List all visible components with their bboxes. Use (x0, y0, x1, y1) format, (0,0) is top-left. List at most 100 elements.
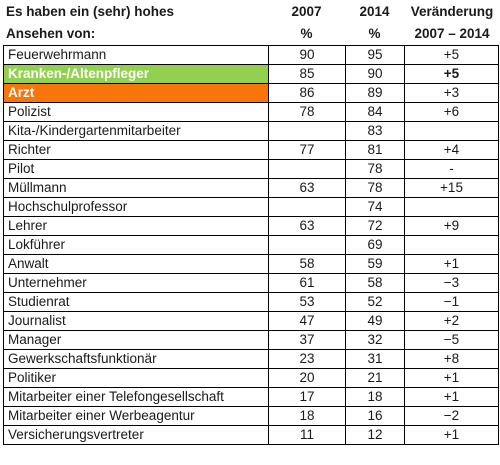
profession-cell: Kranken-/Altenpfleger (3, 64, 269, 84)
change-cell: −2 (404, 406, 499, 426)
table-row-highlighted-green: Kranken-/Altenpfleger 85 90 +5 (3, 64, 499, 84)
profession-cell: Manager (3, 330, 269, 350)
table-row-highlighted-orange: Arzt 86 89 +3 (3, 83, 499, 103)
table-row: Kita-/Kindergartenmitarbeiter 83 (3, 121, 499, 141)
header-change: Veränderung (410, 3, 494, 19)
change-cell: +15 (404, 178, 499, 198)
value-2007-cell: 90 (268, 45, 346, 65)
change-cell: +4 (404, 140, 499, 160)
profession-cell: Feuerwehrmann (3, 45, 269, 65)
table-row: Pilot 78- (3, 159, 499, 179)
value-2007-cell: 18 (268, 406, 346, 426)
data-table: Feuerwehrmann 90 95 +5 Kranken-/Altenpflege… (3, 45, 499, 445)
profession-cell: Lehrer (3, 216, 269, 236)
value-2014-cell: 72 (345, 216, 405, 236)
change-cell: +2 (404, 311, 499, 331)
profession-cell: Müllmann (3, 178, 269, 198)
change-cell: +1 (404, 387, 499, 407)
value-2007-cell: 78 (268, 102, 346, 122)
change-cell: −3 (404, 273, 499, 293)
change-cell: +1 (404, 425, 499, 445)
table-row: Mitarbeiter einer Telefongesellschaft 17 1… (3, 387, 499, 407)
change-cell: +5 (404, 45, 499, 65)
value-2014-cell: 69 (345, 235, 405, 255)
value-2014-cell: 90 (345, 64, 405, 84)
table-row: Politiker 20 21 +1 (3, 368, 499, 388)
value-2007-cell: 63 (268, 216, 346, 236)
value-2007-cell: 86 (268, 83, 346, 103)
header-unit-2014: % (368, 25, 381, 41)
table-row: Studienrat 53 52 −1 (3, 292, 499, 312)
value-2007-cell: 53 (268, 292, 346, 312)
value-2014-cell: 74 (345, 197, 405, 217)
table-row: Journalist 47 49 +2 (3, 311, 499, 331)
change-cell: +8 (404, 349, 499, 369)
profession-cell: Studienrat (3, 292, 269, 312)
profession-cell: Mitarbeiter einer Telefongesellschaft (3, 387, 269, 407)
value-2007-cell: 47 (268, 311, 346, 331)
table-row: Müllmann 63 78 +15 (3, 178, 499, 198)
header-title-line2: Ansehen von: (6, 25, 96, 41)
table-row: Gewerkschaftsfunktionär 23 31 +8 (3, 349, 499, 369)
table-row: Mitarbeiter einer Werbeagentur 18 16 −2 (3, 406, 499, 426)
change-cell: +6 (404, 102, 499, 122)
change-cell: +3 (404, 83, 499, 103)
profession-cell: Unternehmer (3, 273, 269, 293)
value-2014-cell: 95 (345, 45, 405, 65)
value-2007-cell: 85 (268, 64, 346, 84)
value-2007-cell (268, 121, 346, 141)
table-row: Manager 37 32 −5 (3, 330, 499, 350)
profession-cell: Anwalt (3, 254, 269, 274)
value-2014-cell: 83 (345, 121, 405, 141)
value-2007-cell: 23 (268, 349, 346, 369)
change-cell: −5 (404, 330, 499, 350)
value-2007-cell: 77 (268, 140, 346, 160)
header-change-range: 2007 – 2014 (414, 25, 490, 41)
change-cell (404, 197, 499, 217)
profession-cell: Pilot (3, 159, 269, 179)
profession-cell: Gewerkschaftsfunktionär (3, 349, 269, 369)
table-row: Lehrer 63 72 +9 (3, 216, 499, 236)
value-2014-cell: 84 (345, 102, 405, 122)
value-2007-cell: 17 (268, 387, 346, 407)
value-2014-cell: 52 (345, 292, 405, 312)
profession-cell: Kita-/Kindergartenmitarbeiter (3, 121, 269, 141)
value-2014-cell: 32 (345, 330, 405, 350)
table-row: Hochschulprofessor 74 (3, 197, 499, 217)
profession-cell: Politiker (3, 368, 269, 388)
value-2014-cell: 78 (345, 159, 405, 179)
value-2014-cell: 58 (345, 273, 405, 293)
profession-cell: Richter (3, 140, 269, 160)
value-2014-cell: 78 (345, 178, 405, 198)
profession-cell: Polizist (3, 102, 269, 122)
profession-cell: Versicherungsvertreter (3, 425, 269, 445)
table-row: Richter 77 81 +4 (3, 140, 499, 160)
change-cell: - (404, 159, 499, 179)
change-cell (404, 235, 499, 255)
change-cell: −1 (404, 292, 499, 312)
profession-cell: Journalist (3, 311, 269, 331)
change-cell: +1 (404, 368, 499, 388)
value-2014-cell: 21 (345, 368, 405, 388)
value-2007-cell: 37 (268, 330, 346, 350)
header-year-2014: 2014 (359, 3, 390, 19)
value-2007-cell: 58 (268, 254, 346, 274)
table-row: Feuerwehrmann 90 95 +5 (3, 45, 499, 65)
change-cell: +5 (404, 64, 499, 84)
table-row: Unternehmer 61 58 −3 (3, 273, 499, 293)
value-2007-cell: 11 (268, 425, 346, 445)
value-2007-cell (268, 235, 346, 255)
value-2014-cell: 12 (345, 425, 405, 445)
value-2014-cell: 81 (345, 140, 405, 160)
profession-cell: Arzt (3, 83, 269, 103)
header-title-line1: Es haben ein (sehr) hohes (6, 3, 175, 19)
profession-cell: Mitarbeiter einer Werbeagentur (3, 406, 269, 426)
table-row: Anwalt 58 59 +1 (3, 254, 499, 274)
header-year-2007: 2007 (291, 3, 322, 19)
value-2007-cell: 61 (268, 273, 346, 293)
table-header: Es haben ein (sehr) hohes 2007 2014 Verä… (0, 0, 500, 44)
value-2007-cell: 20 (268, 368, 346, 388)
value-2014-cell: 18 (345, 387, 405, 407)
value-2014-cell: 31 (345, 349, 405, 369)
